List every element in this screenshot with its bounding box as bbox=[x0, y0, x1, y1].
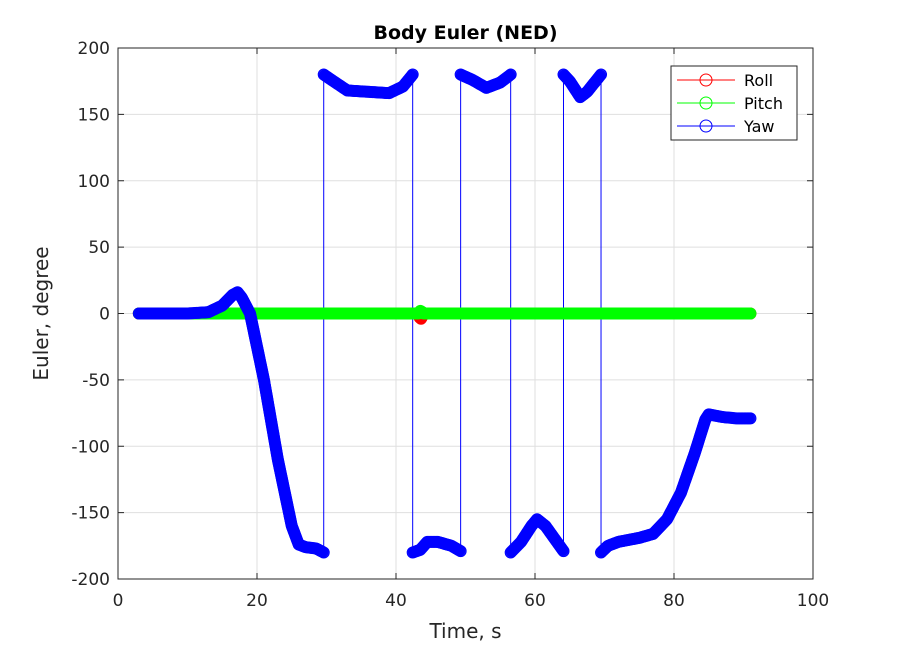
legend-label-pitch: Pitch bbox=[744, 94, 783, 113]
chart-title: Body Euler (NED) bbox=[373, 22, 557, 44]
y-tick-label: 100 bbox=[78, 172, 110, 192]
yaw-point bbox=[557, 545, 570, 558]
y-tick-label: -100 bbox=[71, 437, 110, 457]
y-tick-label: -150 bbox=[71, 504, 110, 524]
series-yaw bbox=[132, 68, 757, 559]
yaw-point bbox=[317, 546, 330, 559]
x-axis-label: Time, s bbox=[428, 619, 501, 643]
ticks: 0 20 40 60 80 100 -200 -150 -100 -50 0 50 100 150 200 bbox=[71, 39, 829, 611]
y-tick-label: 50 bbox=[88, 238, 110, 258]
legend-marker-pitch bbox=[699, 96, 713, 110]
y-tick-label: -200 bbox=[71, 570, 110, 590]
y-tick-label: 150 bbox=[78, 105, 110, 125]
x-tick-label: 80 bbox=[663, 591, 685, 611]
y-tick-label: 200 bbox=[78, 39, 110, 59]
yaw-point bbox=[504, 68, 517, 81]
x-tick-label: 100 bbox=[797, 591, 829, 611]
yaw-point bbox=[454, 545, 467, 558]
yaw-point bbox=[406, 68, 419, 81]
x-tick-label: 60 bbox=[524, 591, 546, 611]
y-tick-label: -50 bbox=[82, 371, 110, 391]
yaw-point bbox=[595, 68, 608, 81]
legend: Roll Pitch Yaw bbox=[670, 65, 798, 141]
legend-marker-yaw bbox=[699, 119, 713, 133]
legend-marker-roll bbox=[699, 73, 713, 87]
legend-label-yaw: Yaw bbox=[743, 117, 774, 136]
y-axis-label: Euler, degree bbox=[29, 246, 53, 380]
x-tick-label: 40 bbox=[385, 591, 407, 611]
pitch-point bbox=[744, 307, 757, 320]
x-tick-label: 20 bbox=[246, 591, 268, 611]
x-tick-label: 0 bbox=[113, 591, 124, 611]
yaw-point bbox=[744, 412, 757, 425]
legend-label-roll: Roll bbox=[744, 71, 773, 90]
plot-area bbox=[132, 68, 757, 559]
y-tick-label: 0 bbox=[99, 305, 110, 325]
